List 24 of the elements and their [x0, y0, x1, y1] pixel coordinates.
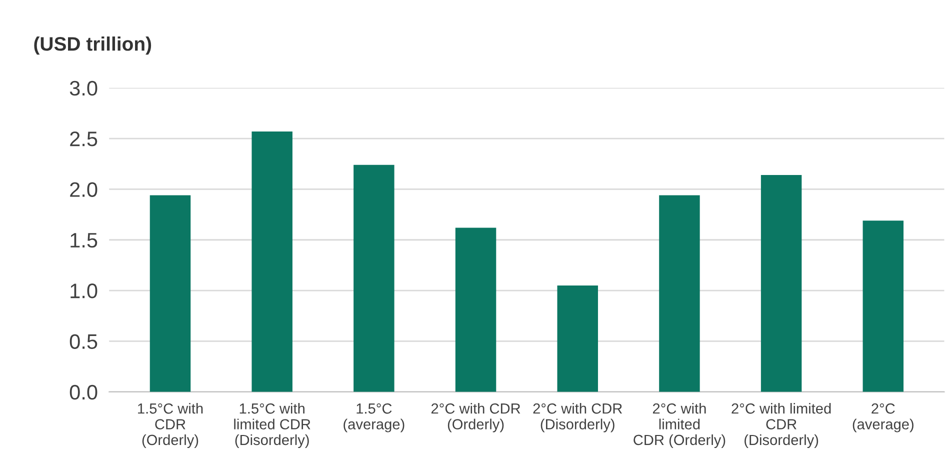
x-tick-label: 1.5°C (average)	[344, 403, 404, 432]
bar	[659, 195, 700, 392]
y-tick-label: 1.5	[70, 233, 98, 248]
x-tick-label: 1.5°C with CDR (Orderly)	[138, 402, 203, 448]
chart-title: (USD trillion)	[34, 36, 152, 55]
y-tick-label: 0.5	[70, 334, 98, 349]
y-tick-label: 1.0	[70, 284, 98, 298]
x-tick-label: 2°C with limited CDR (Disorderly)	[732, 402, 831, 448]
x-tick-label: 2°C with limited CDR (Orderly)	[634, 402, 726, 448]
bar	[557, 285, 598, 392]
y-tick-label: 2.5	[70, 132, 98, 146]
x-tick-label: 2°C with CDR (Disorderly)	[533, 402, 622, 432]
bar	[455, 228, 496, 392]
bar	[862, 220, 904, 392]
x-tick-label: 1.5°C with limited CDR (Disorderly)	[234, 402, 310, 448]
bar	[252, 131, 292, 392]
y-tick-label: 3.0	[70, 80, 98, 96]
x-tick-label: 2°C (average)	[852, 403, 914, 432]
y-tick-label: 0.0	[70, 384, 98, 400]
bar	[760, 175, 802, 392]
y-tick-label: 2.0	[70, 182, 98, 197]
x-tick-label: 2°C with CDR (Orderly)	[431, 402, 520, 432]
bar	[354, 164, 394, 392]
bar	[150, 195, 191, 392]
